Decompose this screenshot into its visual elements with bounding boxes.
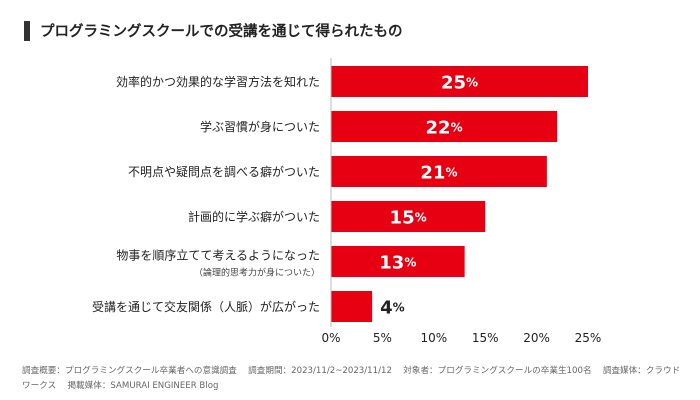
category-label: 物事を順序立てて考えるようになった	[116, 248, 320, 263]
chart-title: プログラミングスクールでの受講を通じて得られたもの	[40, 24, 403, 40]
x-tick-label: 0%	[321, 331, 340, 345]
category-label: 効率的かつ効果的な学習方法を知れた	[116, 74, 320, 89]
data-label: 13%	[379, 252, 416, 273]
survey-footnote: 調査概要：プログラミングスクール卒業者への意識調査 調査期間：2023/11/2…	[22, 366, 681, 391]
data-label: 25%	[441, 72, 478, 93]
x-tick-label: 15%	[472, 331, 499, 345]
bar	[331, 291, 373, 322]
bar	[331, 66, 588, 97]
bar	[331, 156, 547, 187]
data-label: 21%	[420, 162, 457, 183]
category-label: 計画的に学ぶ癖がついた	[188, 209, 320, 224]
bar	[331, 246, 465, 277]
data-label: 15%	[390, 207, 427, 228]
category-label: 学ぶ習慣が身についた	[200, 119, 320, 134]
category-sublabel: （論理的思考力が身についた）	[194, 267, 320, 279]
category-label: 不明点や疑問点を調べる癖がついた	[128, 164, 320, 179]
title-accent-bar	[24, 21, 30, 41]
x-tick-label: 20%	[523, 331, 550, 345]
category-label: 受講を通じて交友関係（人脈）が広がった	[92, 299, 320, 314]
x-tick-label: 10%	[420, 331, 447, 345]
bar	[331, 201, 486, 232]
data-label: 4%	[380, 297, 405, 318]
data-label: 22%	[426, 117, 463, 138]
x-tick-label: 25%	[575, 331, 602, 345]
x-tick-label: 5%	[373, 331, 392, 345]
bar	[331, 111, 558, 142]
